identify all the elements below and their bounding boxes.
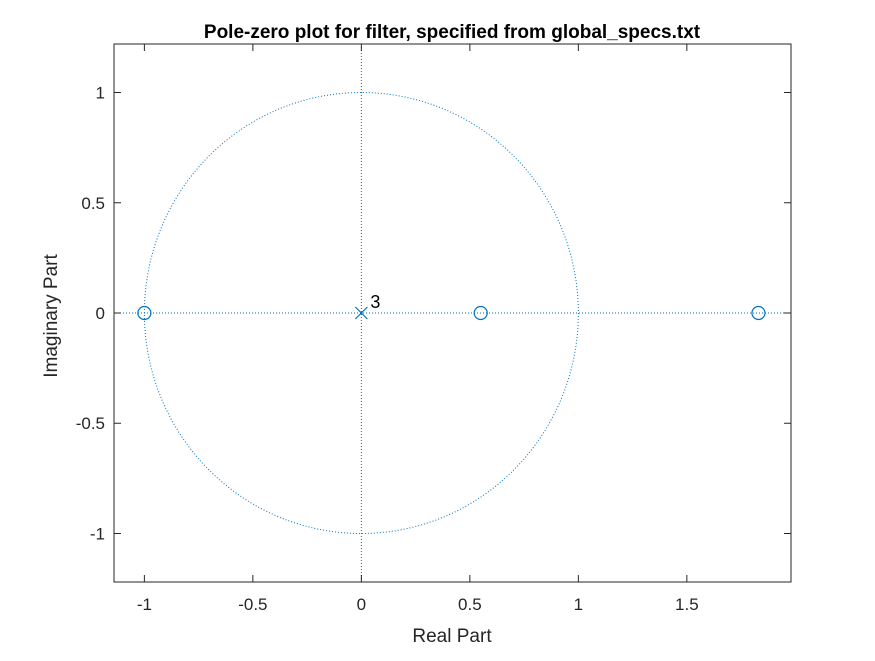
y-tick-label: 1 (96, 84, 105, 103)
x-tick-label: -0.5 (238, 595, 267, 614)
pole-multiplicity-label: 3 (370, 292, 380, 312)
unit-circle (143, 92, 579, 534)
chart-title: Pole-zero plot for filter, specified fro… (204, 22, 701, 43)
x-tick-label: 1.5 (675, 595, 699, 614)
zero-marker (473, 305, 488, 321)
x-tick-label: 0.5 (458, 595, 482, 614)
y-axis-label: Imaginary Part (41, 254, 62, 378)
x-tick-label: 0 (357, 595, 366, 614)
zero-marker (137, 305, 152, 321)
pole-marker-stroke (354, 306, 368, 320)
y-tick-label: 0 (96, 304, 105, 323)
y-tick-label: -1 (90, 524, 105, 543)
x-axis-label: Real Part (412, 626, 492, 647)
zero-marker (751, 305, 766, 321)
y-tick-label: -0.5 (76, 414, 105, 433)
pole-marker (354, 306, 368, 320)
plot-area-frame (113, 43, 792, 583)
y-tick-label: 0.5 (81, 194, 105, 213)
x-tick-label: -1 (137, 595, 152, 614)
x-tick-label: 1 (574, 595, 583, 614)
